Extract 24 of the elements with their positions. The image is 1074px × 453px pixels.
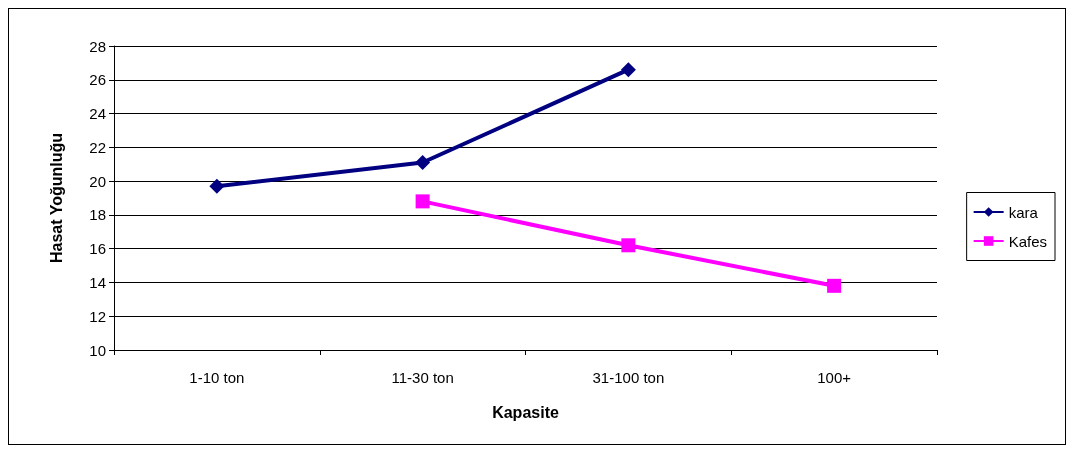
x-tick-label: 31-100 ton [592,369,665,386]
y-tick-label: 28 [89,37,106,55]
legend-label: kara [1008,203,1039,221]
point [415,155,431,171]
y-tick-label: 26 [89,71,106,89]
point [621,238,636,253]
x-tick-label: 11-30 ton [391,369,454,386]
y-tick-label: 14 [89,273,106,291]
y-tick-label: 22 [89,138,106,156]
y-tick-label: 20 [89,172,106,190]
y-tick-label: 18 [89,206,106,224]
x-tick-label: 1-10 ton [189,369,245,386]
y-tick-label: 24 [89,105,106,123]
y-tick-label: 16 [89,240,106,258]
point [620,62,636,78]
point [209,178,225,194]
point [827,278,842,293]
x-tick-label: 100+ [817,369,852,386]
point [415,194,430,209]
legend-label: Kafes [1008,232,1047,250]
y-tick-label: 12 [89,307,106,325]
x-axis-title: Kapasite [492,403,559,421]
y-axis-title: Hasat Yoğunluğu [47,132,65,264]
y-tick-label: 10 [89,341,106,359]
